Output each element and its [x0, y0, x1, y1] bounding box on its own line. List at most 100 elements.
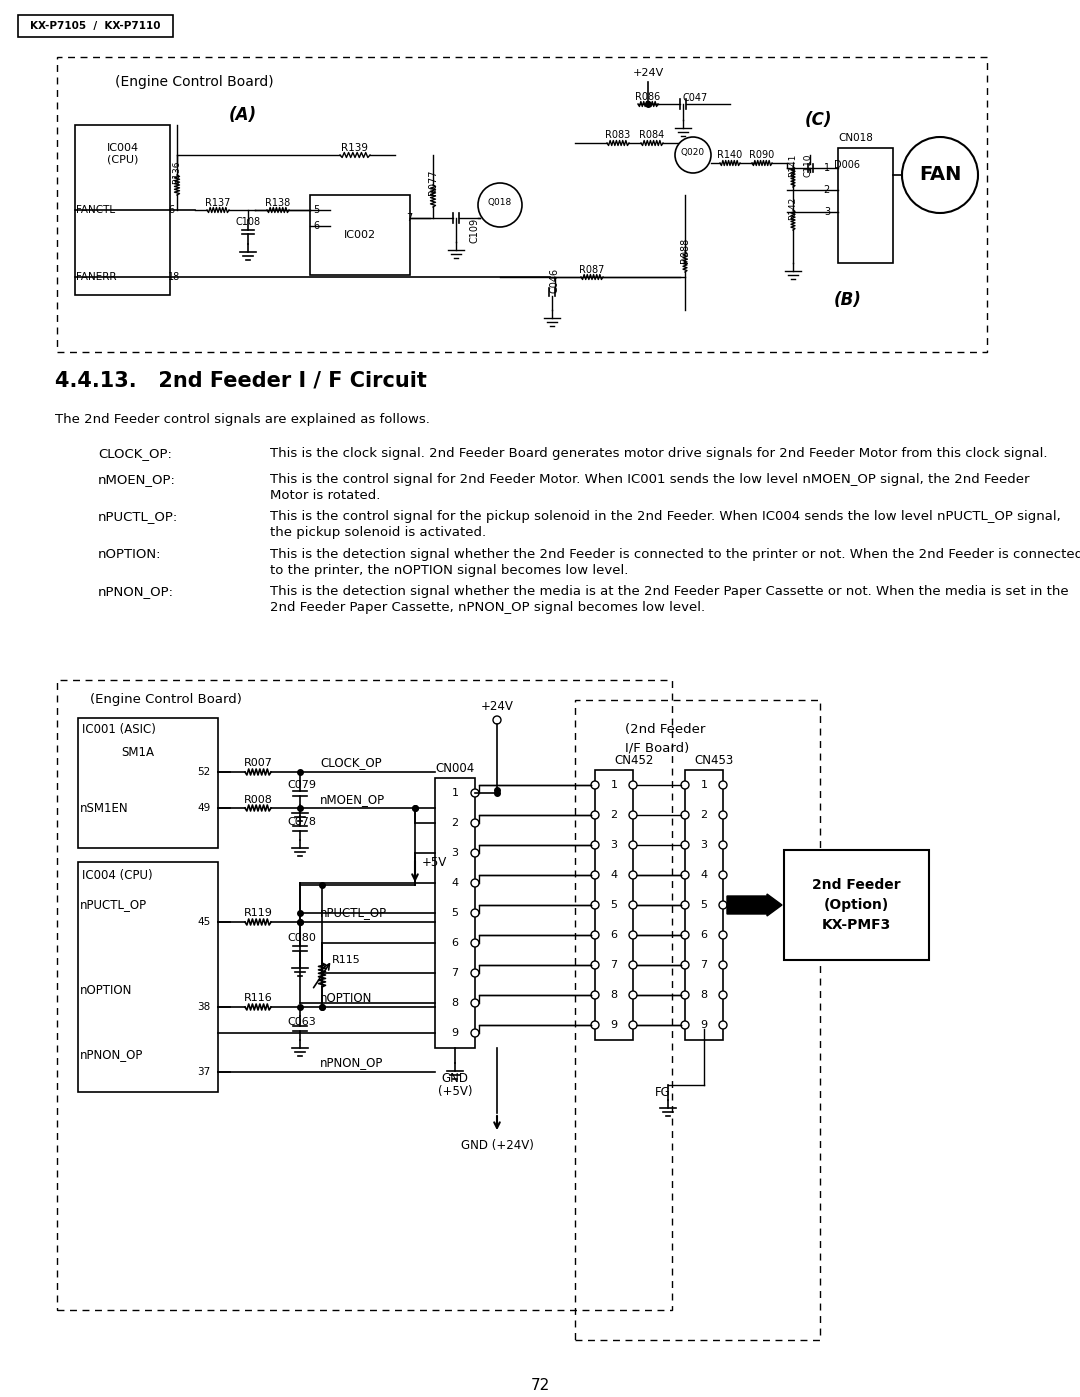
Text: 49: 49	[197, 803, 211, 813]
Text: 4: 4	[701, 870, 707, 880]
Text: 6: 6	[701, 930, 707, 940]
Text: FANCTL: FANCTL	[76, 205, 116, 215]
Text: C063: C063	[287, 1017, 315, 1027]
Bar	[75, 124, 170, 295]
Text: nPNON_OP: nPNON_OP	[320, 1056, 383, 1070]
Circle shape	[719, 870, 727, 879]
Text: 52: 52	[197, 767, 211, 777]
Circle shape	[719, 990, 727, 999]
Text: 38: 38	[197, 1002, 211, 1011]
Text: D006: D006	[834, 161, 860, 170]
Text: 6: 6	[610, 930, 618, 940]
Text: C079: C079	[287, 780, 316, 789]
Circle shape	[471, 999, 480, 1007]
Circle shape	[629, 930, 637, 939]
Text: R090: R090	[750, 149, 774, 161]
Circle shape	[471, 879, 480, 887]
Text: CN018: CN018	[838, 133, 873, 142]
Circle shape	[719, 1021, 727, 1030]
Bar	[78, 718, 218, 848]
Text: R083: R083	[606, 130, 631, 140]
Text: 18: 18	[168, 272, 180, 282]
Text: +5V: +5V	[422, 855, 447, 869]
Circle shape	[681, 990, 689, 999]
Text: R141: R141	[788, 154, 797, 176]
Text: (C): (C)	[805, 110, 832, 129]
Circle shape	[591, 841, 599, 849]
Text: KX-P7105  /  KX-P7110: KX-P7105 / KX-P7110	[30, 21, 160, 31]
Circle shape	[471, 909, 480, 916]
Text: 8: 8	[701, 990, 707, 1000]
Circle shape	[471, 970, 480, 977]
Circle shape	[492, 717, 501, 724]
Circle shape	[681, 930, 689, 939]
Text: (Engine Control Board): (Engine Control Board)	[90, 693, 242, 707]
Text: 7: 7	[610, 960, 618, 970]
Text: nMOEN_OP: nMOEN_OP	[320, 793, 386, 806]
Text: (A): (A)	[229, 106, 257, 124]
Circle shape	[681, 841, 689, 849]
Text: to the printer, the nOPTION signal becomes low level.: to the printer, the nOPTION signal becom…	[270, 564, 629, 577]
Text: R084: R084	[639, 130, 664, 140]
Text: R008: R008	[244, 795, 272, 805]
Text: 4: 4	[610, 870, 618, 880]
Circle shape	[719, 841, 727, 849]
Text: CN453: CN453	[694, 753, 733, 767]
Text: This is the control signal for the pickup solenoid in the 2nd Feeder. When IC004: This is the control signal for the picku…	[270, 510, 1061, 522]
Text: R116: R116	[244, 993, 272, 1003]
Circle shape	[629, 781, 637, 789]
Text: CLOCK_OP:: CLOCK_OP:	[98, 447, 172, 460]
Circle shape	[471, 789, 480, 798]
Circle shape	[719, 781, 727, 789]
Circle shape	[591, 781, 599, 789]
Text: CN452: CN452	[615, 753, 653, 767]
Text: C078: C078	[287, 817, 316, 827]
Text: R087: R087	[579, 265, 605, 275]
Text: 1: 1	[610, 780, 618, 789]
Text: (Option): (Option)	[824, 898, 889, 912]
Text: 2: 2	[610, 810, 618, 820]
Text: nOPTION:: nOPTION:	[98, 548, 162, 562]
Text: 1: 1	[701, 780, 707, 789]
Bar	[575, 700, 820, 1340]
Circle shape	[591, 961, 599, 970]
Text: 4: 4	[451, 877, 459, 888]
Circle shape	[471, 1030, 480, 1037]
Text: the pickup solenoid is activated.: the pickup solenoid is activated.	[270, 527, 486, 539]
Circle shape	[719, 930, 727, 939]
Text: R088: R088	[680, 237, 690, 263]
Circle shape	[719, 812, 727, 819]
Text: nPUCTL_OP:: nPUCTL_OP:	[98, 510, 178, 522]
Text: nPUCTL_OP: nPUCTL_OP	[80, 898, 147, 911]
Text: 9: 9	[610, 1020, 618, 1030]
Text: 3: 3	[451, 848, 459, 858]
Text: 7: 7	[701, 960, 707, 970]
Text: GND (+24V): GND (+24V)	[460, 1139, 534, 1151]
Text: nOPTION: nOPTION	[320, 992, 373, 1004]
Text: CN004: CN004	[435, 761, 474, 774]
Circle shape	[471, 819, 480, 827]
Text: nOPTION: nOPTION	[80, 983, 133, 996]
Text: SM1A: SM1A	[121, 746, 154, 760]
Text: R077: R077	[428, 169, 438, 194]
Text: 1: 1	[451, 788, 459, 798]
Text: 4.4.13.   2nd Feeder I / F Circuit: 4.4.13. 2nd Feeder I / F Circuit	[55, 370, 427, 390]
Bar	[685, 770, 723, 1039]
Text: R119: R119	[244, 908, 272, 918]
Bar	[784, 849, 929, 960]
Text: nSM1EN: nSM1EN	[80, 802, 129, 814]
Text: 72: 72	[530, 1377, 550, 1393]
Circle shape	[471, 939, 480, 947]
Bar	[310, 196, 410, 275]
Circle shape	[629, 961, 637, 970]
Text: nMOEN_OP:: nMOEN_OP:	[98, 474, 176, 486]
Text: 5: 5	[313, 205, 320, 215]
Circle shape	[591, 990, 599, 999]
Circle shape	[629, 812, 637, 819]
Text: 2: 2	[701, 810, 707, 820]
Text: (+5V): (+5V)	[437, 1084, 472, 1098]
Text: 3: 3	[824, 207, 831, 217]
Text: 6: 6	[451, 937, 459, 949]
Bar	[78, 862, 218, 1092]
Text: nPUCTL_OP: nPUCTL_OP	[320, 907, 387, 919]
